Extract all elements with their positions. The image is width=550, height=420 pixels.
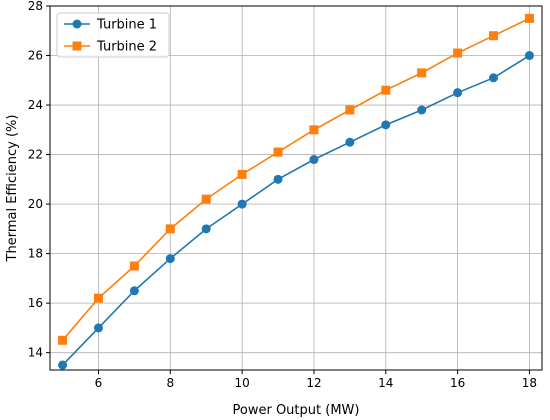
x-tick-label: 8 xyxy=(166,376,174,390)
y-tick-label: 16 xyxy=(28,296,43,310)
x-tick-label: 18 xyxy=(522,376,537,390)
data-point xyxy=(273,147,283,157)
data-point xyxy=(93,293,103,303)
data-point xyxy=(345,105,355,115)
y-tick-label: 18 xyxy=(28,247,43,261)
data-point xyxy=(58,335,68,345)
data-point xyxy=(201,194,211,204)
plot-frame xyxy=(49,5,543,371)
y-tick-label: 14 xyxy=(28,346,43,360)
data-point xyxy=(489,73,499,83)
series-line xyxy=(61,17,530,341)
y-tick-label: 20 xyxy=(28,197,43,211)
x-tick-label: 14 xyxy=(378,376,393,390)
data-point xyxy=(524,51,534,61)
y-tick-label: 24 xyxy=(28,98,43,112)
data-point xyxy=(381,85,391,95)
series-layer xyxy=(58,13,534,370)
data-point xyxy=(273,174,283,184)
data-point xyxy=(453,48,463,58)
data-point xyxy=(201,224,211,234)
legend-marker xyxy=(72,19,82,29)
data-point xyxy=(309,155,319,165)
data-point xyxy=(93,323,103,333)
legend-item: Turbine 2 xyxy=(64,40,157,55)
data-point xyxy=(237,169,247,179)
grid xyxy=(50,5,542,370)
data-point xyxy=(489,31,499,41)
data-point xyxy=(453,88,463,98)
data-point xyxy=(129,261,139,271)
y-tick-label: 22 xyxy=(28,148,43,162)
series-line xyxy=(61,54,530,366)
data-point xyxy=(165,224,175,234)
series-2 xyxy=(58,13,534,345)
series-1 xyxy=(58,51,534,370)
legend-label: Turbine 2 xyxy=(96,40,157,55)
y-tick-label: 26 xyxy=(28,49,43,63)
data-point xyxy=(165,254,175,264)
data-point xyxy=(237,199,247,209)
data-point xyxy=(417,68,427,78)
x-tick-label: 16 xyxy=(450,376,465,390)
x-axis-label: Power Output (MW) xyxy=(233,403,360,418)
x-tick-label: 12 xyxy=(306,376,321,390)
y-axis-label: Thermal Efficiency (%) xyxy=(5,115,20,263)
data-point xyxy=(309,125,319,135)
data-point xyxy=(381,120,391,130)
legend: Turbine 1 Turbine 2 xyxy=(56,12,170,58)
legend-item: Turbine 1 xyxy=(64,18,157,33)
data-point xyxy=(417,105,427,115)
legend-label: Turbine 1 xyxy=(96,18,157,33)
data-point xyxy=(129,286,139,296)
data-point xyxy=(58,360,68,370)
x-tick-label: 10 xyxy=(234,376,249,390)
x-tick-label: 6 xyxy=(95,376,103,390)
ticks: 6 8 10 12 14 16 18 14 16 18 20 22 24 26 28 xyxy=(28,0,537,390)
y-tick-label: 28 xyxy=(28,0,43,13)
data-point xyxy=(345,137,355,147)
legend-marker xyxy=(72,41,82,51)
data-point xyxy=(524,13,534,23)
